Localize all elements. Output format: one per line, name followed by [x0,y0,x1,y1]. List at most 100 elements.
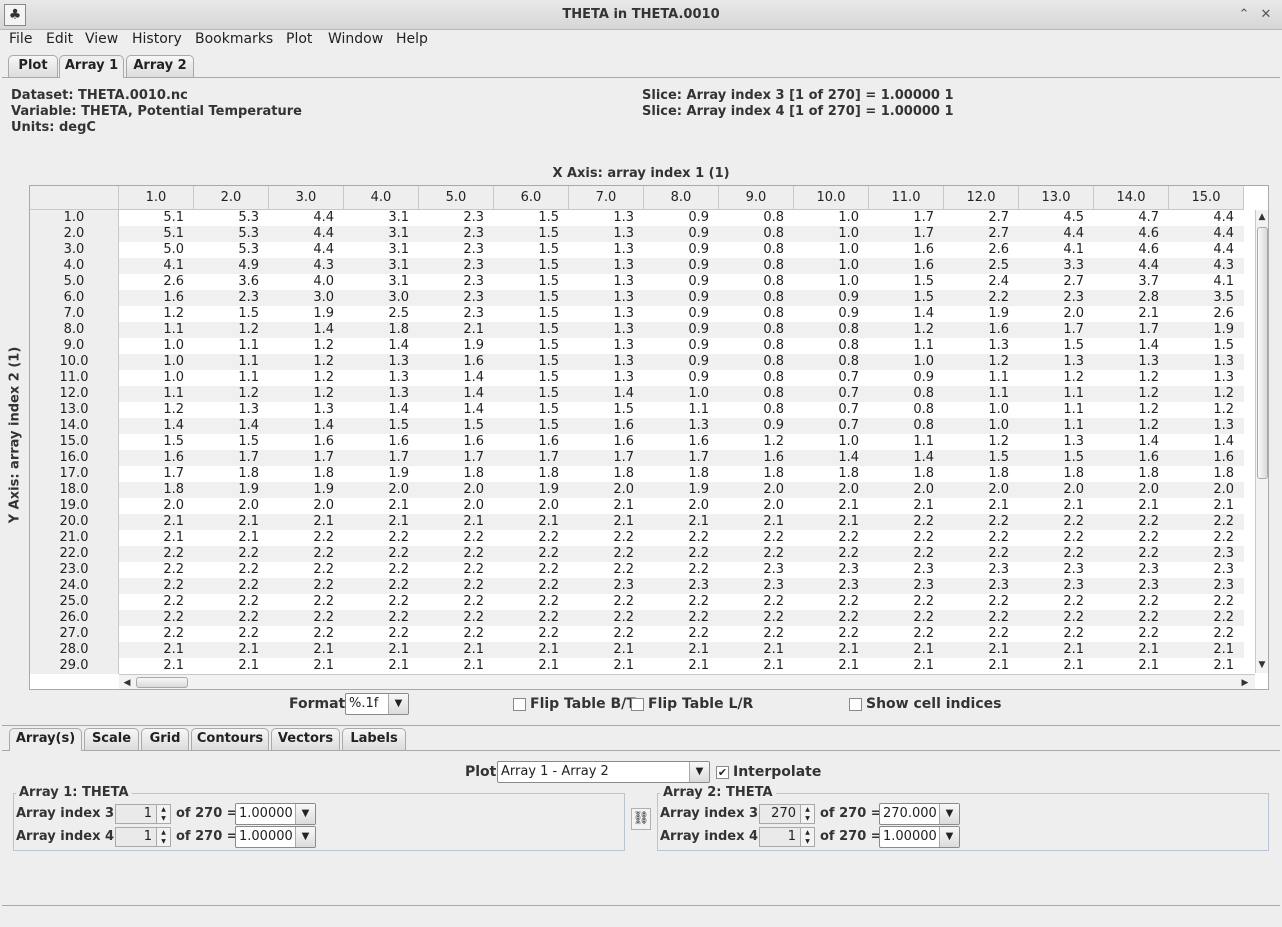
table-cell[interactable]: 2.1 [569,498,644,514]
table-cell[interactable]: 2.1 [1019,658,1094,674]
table-cell[interactable]: 1.9 [344,466,419,482]
table-cell[interactable]: 1.9 [644,482,719,498]
table-cell[interactable]: 1.6 [344,434,419,450]
table-cell[interactable]: 2.2 [194,562,269,578]
table-cell[interactable]: 4.6 [1094,226,1169,242]
table-cell[interactable]: 0.8 [719,226,794,242]
table-cell[interactable]: 2.2 [569,530,644,546]
table-cell[interactable]: 1.4 [194,418,269,434]
table-cell[interactable]: 2.3 [869,562,944,578]
table-cell[interactable]: 1.7 [119,466,194,482]
table-cell[interactable]: 0.8 [719,322,794,338]
table-cell[interactable]: 1.6 [419,354,494,370]
table-cell[interactable]: 2.1 [119,514,194,530]
table-cell[interactable]: 2.2 [794,546,869,562]
table-cell[interactable]: 1.9 [944,306,1019,322]
table-cell[interactable]: 2.1 [269,514,344,530]
table-cell[interactable]: 1.2 [944,434,1019,450]
table-cell[interactable]: 2.1 [794,498,869,514]
table-cell[interactable]: 2.2 [344,610,419,626]
table-cell[interactable]: 1.8 [269,466,344,482]
table-cell[interactable]: 1.9 [419,338,494,354]
table-cell[interactable]: 3.1 [344,242,419,258]
table-cell[interactable]: 1.3 [194,402,269,418]
table-cell[interactable]: 2.2 [1169,594,1244,610]
table-cell[interactable]: 2.0 [644,498,719,514]
table-cell[interactable]: 2.2 [1094,594,1169,610]
table-cell[interactable]: 4.1 [1019,242,1094,258]
table-cell[interactable]: 2.1 [1169,658,1244,674]
table-cell[interactable]: 2.1 [869,642,944,658]
scroll-up-icon[interactable]: ▲ [1258,212,1266,222]
table-cell[interactable]: 0.9 [644,370,719,386]
table-cell[interactable]: 2.1 [494,658,569,674]
table-cell[interactable]: 2.0 [869,482,944,498]
table-cell[interactable]: 1.1 [194,338,269,354]
table-cell[interactable]: 2.1 [719,642,794,658]
table-cell[interactable]: 1.9 [1169,322,1244,338]
table-cell[interactable]: 0.9 [644,338,719,354]
table-cell[interactable]: 2.0 [419,482,494,498]
table-cell[interactable]: 0.8 [719,258,794,274]
table-cell[interactable]: 1.5 [194,306,269,322]
spinner-up-icon[interactable]: ▲ [156,828,170,837]
table-cell[interactable]: 2.2 [194,610,269,626]
table-cell[interactable]: 2.3 [569,578,644,594]
table-cell[interactable]: 4.4 [269,210,344,226]
table-cell[interactable]: 1.2 [194,386,269,402]
table-cell[interactable]: 1.3 [569,338,644,354]
table-cell[interactable]: 1.3 [1169,370,1244,386]
table-cell[interactable]: 3.3 [1019,258,1094,274]
table-cell[interactable]: 1.0 [794,434,869,450]
table-cell[interactable]: 1.4 [794,450,869,466]
table-cell[interactable]: 2.2 [344,594,419,610]
table-cell[interactable]: 2.1 [794,642,869,658]
table-cell[interactable]: 2.0 [119,498,194,514]
table-cell[interactable]: 2.2 [719,626,794,642]
table-cell[interactable]: 1.4 [419,402,494,418]
table-cell[interactable]: 2.3 [719,578,794,594]
table-cell[interactable]: 0.9 [869,370,944,386]
table-cell[interactable]: 2.3 [1094,562,1169,578]
table-cell[interactable]: 2.2 [494,578,569,594]
table-cell[interactable]: 2.2 [869,514,944,530]
table-cell[interactable]: 2.1 [1094,498,1169,514]
table-cell[interactable]: 1.6 [1169,450,1244,466]
table-cell[interactable]: 2.1 [194,658,269,674]
table-cell[interactable]: 2.2 [569,546,644,562]
table-cell[interactable]: 1.0 [644,386,719,402]
tab-labels[interactable]: Labels [342,728,406,750]
table-cell[interactable]: 1.4 [569,386,644,402]
table-cell[interactable]: 1.4 [119,418,194,434]
table-cell[interactable]: 2.2 [1019,626,1094,642]
table-cell[interactable]: 4.6 [1094,242,1169,258]
table-cell[interactable]: 1.6 [644,434,719,450]
table-cell[interactable]: 2.2 [1169,610,1244,626]
tab-plot[interactable]: Plot [8,55,58,77]
table-cell[interactable]: 2.0 [719,498,794,514]
table-cell[interactable]: 4.7 [1094,210,1169,226]
table-cell[interactable]: 2.3 [644,578,719,594]
table-cell[interactable]: 2.2 [494,530,569,546]
menu-history[interactable]: History [132,31,182,47]
table-cell[interactable]: 2.6 [944,242,1019,258]
table-cell[interactable]: 1.8 [419,466,494,482]
table-cell[interactable]: 1.5 [494,274,569,290]
table-cell[interactable]: 2.1 [494,514,569,530]
table-cell[interactable]: 1.7 [194,450,269,466]
table-cell[interactable]: 0.8 [719,210,794,226]
table-cell[interactable]: 1.5 [494,370,569,386]
table-cell[interactable]: 2.1 [119,658,194,674]
table-cell[interactable]: 1.0 [794,226,869,242]
table-cell[interactable]: 2.1 [1169,642,1244,658]
tab-scale[interactable]: Scale [84,728,139,750]
table-cell[interactable]: 2.2 [194,578,269,594]
table-cell[interactable]: 1.6 [869,258,944,274]
menu-edit[interactable]: Edit [46,31,74,47]
table-cell[interactable]: 1.5 [494,306,569,322]
tab-contours[interactable]: Contours [191,728,269,750]
table-cell[interactable]: 1.6 [494,434,569,450]
table-cell[interactable]: 2.2 [194,626,269,642]
table-cell[interactable]: 2.1 [494,642,569,658]
table-cell[interactable]: 2.2 [494,546,569,562]
